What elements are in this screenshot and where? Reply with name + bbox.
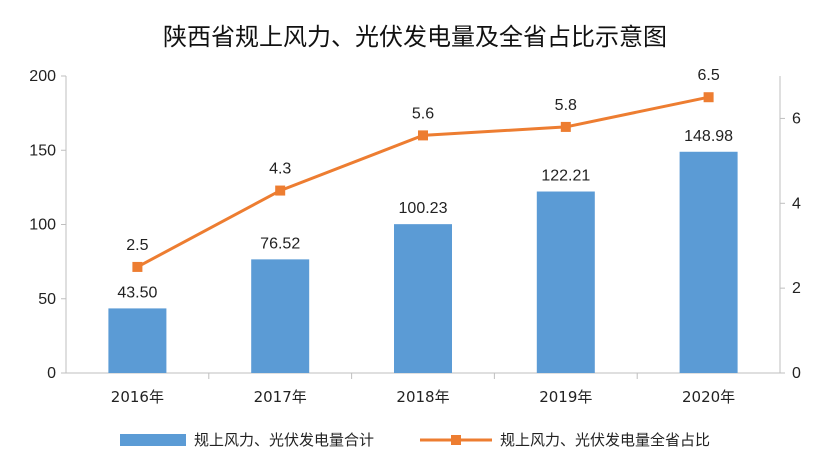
left-tick-label: 50 — [38, 291, 56, 308]
left-tick-label: 0 — [47, 365, 56, 382]
left-tick-label: 100 — [29, 217, 56, 234]
axes: 0 50 100 150 200 0 2 4 6 2016年 2017年 2018年 2019年 2020… — [29, 68, 801, 406]
bar-series — [108, 151, 738, 373]
line-marker — [132, 261, 143, 272]
x-tick-label: 2020年 — [682, 388, 735, 406]
legend-bar-label: 规上风力、光伏发电量合计 — [194, 431, 374, 449]
line-value-label: 5.6 — [412, 105, 434, 122]
legend: 规上风力、光伏发电量合计 规上风力、光伏发电量全省占比 — [120, 431, 710, 449]
line-value-label: 5.8 — [555, 97, 577, 114]
bar — [251, 259, 310, 373]
bar-value-label: 122.21 — [541, 168, 590, 185]
bar — [108, 308, 167, 373]
line-value-label: 4.3 — [269, 161, 291, 178]
bar — [394, 224, 452, 373]
right-tick-label: 0 — [792, 365, 801, 382]
x-tick-label: 2016年 — [111, 388, 164, 406]
left-tick-label: 150 — [29, 142, 56, 159]
right-tick-label: 2 — [792, 280, 801, 297]
bar-value-label: 43.50 — [117, 284, 157, 301]
x-tick-label: 2018年 — [396, 388, 449, 406]
line-marker — [560, 121, 571, 132]
bar — [679, 151, 738, 373]
bar-value-label: 76.52 — [260, 235, 300, 252]
bar — [536, 191, 595, 373]
legend-line-label: 规上风力、光伏发电量全省占比 — [500, 431, 710, 449]
chart-title: 陕西省规上风力、光伏发电量及全省占比示意图 — [163, 23, 667, 51]
legend-bar-swatch — [120, 434, 186, 446]
right-tick-label: 4 — [792, 195, 801, 212]
data-labels: 43.50 76.52 100.23 122.21 148.98 2.5 4.3 5.6 5.8… — [117, 67, 733, 301]
line-value-label: 2.5 — [126, 237, 148, 254]
line-marker — [275, 185, 286, 196]
left-tick-label: 200 — [29, 68, 56, 85]
legend-line-marker — [451, 435, 461, 445]
line-value-label: 6.5 — [697, 67, 719, 84]
right-tick-label: 6 — [792, 110, 801, 127]
x-tick-label: 2017年 — [254, 388, 307, 406]
x-tick-label: 2019年 — [539, 388, 592, 406]
line-series — [132, 92, 714, 272]
bar-value-label: 100.23 — [399, 200, 448, 217]
line-marker — [703, 92, 714, 103]
bar-value-label: 148.98 — [684, 128, 733, 145]
line-marker — [418, 130, 428, 141]
